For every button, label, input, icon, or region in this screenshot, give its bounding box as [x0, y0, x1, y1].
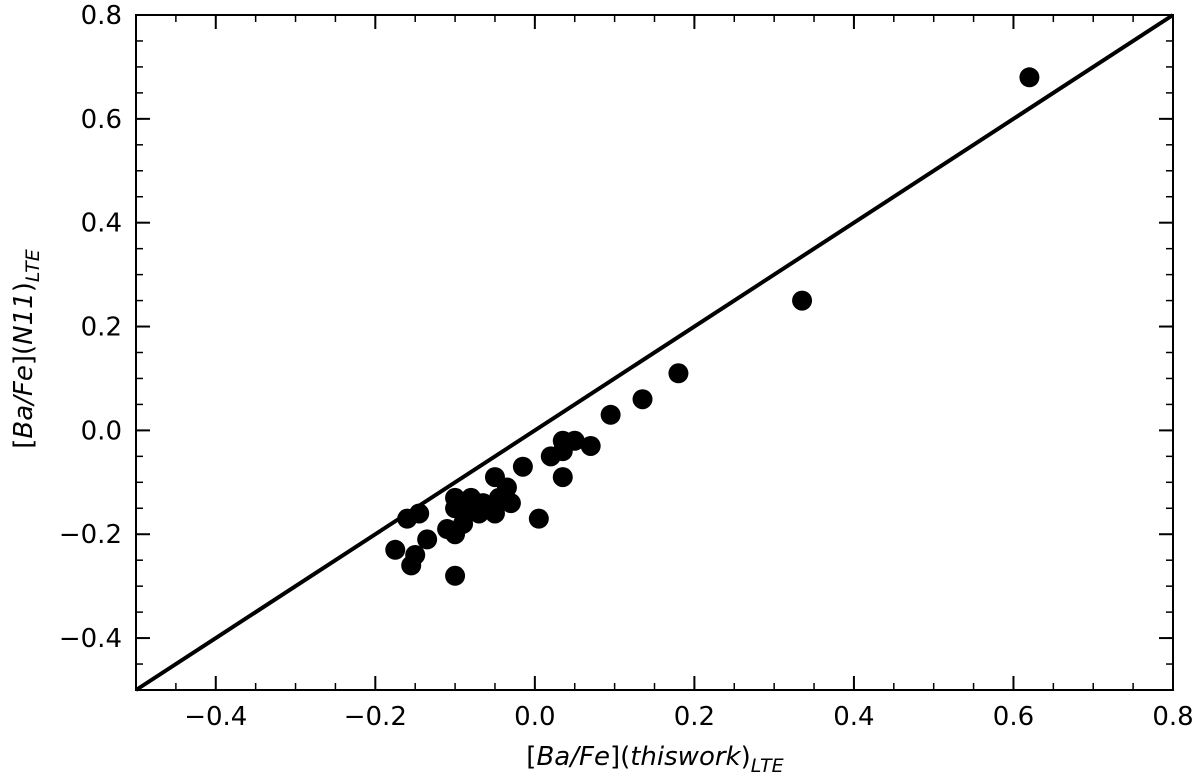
y-tick-label: 0.8 [81, 1, 122, 31]
x-axis-label: [Ba/Fe](thiswork)LTE [526, 742, 783, 777]
data-point [417, 529, 438, 550]
data-point [484, 467, 505, 488]
data-point [445, 565, 466, 586]
x-tick-label: 0.0 [514, 702, 555, 732]
data-point [668, 363, 689, 384]
data-point [397, 508, 418, 529]
x-tick-label: 0.2 [674, 702, 715, 732]
x-tick-label: −0.4 [184, 702, 247, 732]
data-point [1019, 67, 1040, 88]
x-tick-label: 0.6 [993, 702, 1034, 732]
data-point [445, 498, 466, 519]
data-point [401, 555, 422, 576]
data-point [540, 446, 561, 467]
data-point [512, 456, 533, 477]
x-tick-label: −0.2 [344, 702, 407, 732]
data-point [552, 467, 573, 488]
data-point [385, 539, 406, 560]
one-to-one-reference-line [134, 13, 1175, 692]
data-point [437, 519, 458, 540]
plot-frame [135, 14, 1174, 691]
data-point [600, 404, 621, 425]
y-tick-label: 0.2 [81, 313, 122, 343]
y-tick-label: −0.4 [59, 624, 122, 654]
major-ticks [136, 14, 1174, 690]
y-axis-label: [Ba/Fe](N11)LTE [9, 249, 44, 449]
data-point [580, 435, 601, 456]
y-tick-label: 0.4 [81, 209, 122, 239]
x-tick-label: 0.4 [833, 702, 874, 732]
y-tick-label: −0.2 [59, 520, 122, 550]
y-tick-label: 0.6 [81, 105, 122, 135]
data-point [528, 508, 549, 529]
data-point [792, 290, 813, 311]
x-tick-label: 0.8 [1152, 702, 1193, 732]
data-points [385, 67, 1040, 586]
tick-labels: −0.4 −0.2 0.0 0.2 0.4 0.6 0.8 −0.4 −0.2 0.0 0.2 0.4… [59, 1, 1194, 732]
data-point [632, 389, 653, 410]
y-tick-label: 0.0 [81, 416, 122, 446]
